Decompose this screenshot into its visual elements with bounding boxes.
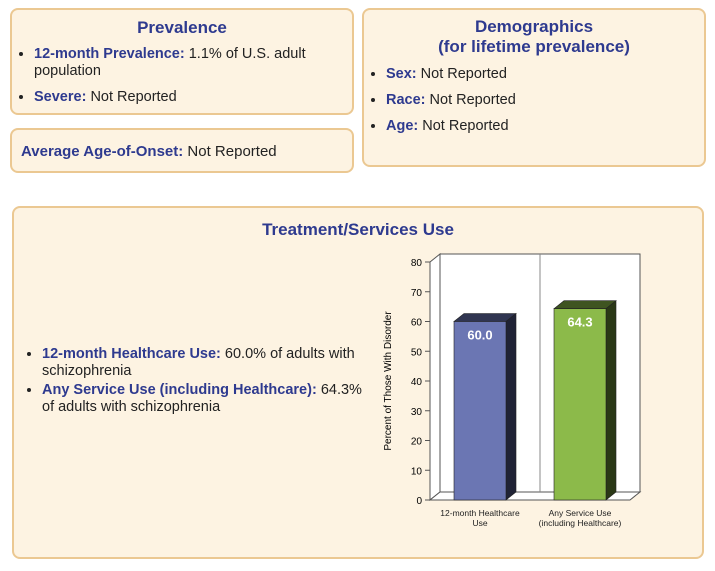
x-tick-label: 12-month Healthcare Use [440,508,520,528]
item-label: 12-month Healthcare Use: [42,346,221,362]
bar-top [453,313,517,322]
panel-title: Treatment/Services Use [262,220,454,239]
y-tick-label: 20 [411,437,423,448]
list: 12-month Prevalence: 1.1% of U.S. adult … [12,46,352,106]
y-tick-label: 30 [411,407,423,418]
item-text: Not Reported [420,66,507,82]
item: 12-month Healthcare Use: 60.0% of adults… [42,346,362,380]
item: Any Service Use (including Healthcare): … [42,382,362,416]
bar-side [605,300,617,501]
y-tick-label: 70 [411,288,423,299]
item-label: Any Service Use (including Healthcare): [42,382,317,398]
demographics-panel: Demographics (for lifetime prevalence) S… [362,8,706,167]
item-label: Race: [386,92,426,108]
y-tick-label: 80 [411,258,423,269]
item-text: Not Reported [422,118,509,134]
x-label-box: 12-month Healthcare Use [440,508,520,528]
item-label: Average Age-of-Onset: [21,143,184,160]
age-panel: Average Age-of-Onset: Not Reported [10,128,354,173]
item-text: Not Reported [90,89,177,105]
item-text: 60.0% of adults with schizophrenia [42,346,355,379]
y-axis-label: Percent of Those With Disorder [383,311,394,451]
list: Sex: Not Reported Race: Not Reported Age… [364,66,704,135]
y-tick-label: 60 [411,318,423,329]
y-tick-label: 10 [411,466,423,477]
item-text: Not Reported [429,92,516,108]
item-text: 64.3% of adults with schizophrenia [42,382,362,415]
value-label: 60.0 [467,328,492,343]
item-label: Severe: [34,89,87,105]
y-tick-label: 40 [411,377,423,388]
bar-side [505,312,517,501]
side-wall [429,252,441,502]
item-label: 12-month Prevalence: [34,46,185,62]
item: 12-month Prevalence: 1.1% of U.S. adult … [34,46,352,80]
bar-top [553,300,617,310]
list: 12-month Healthcare Use: 60.0% of adults… [20,346,362,425]
y-tick-label: 0 [416,496,422,507]
item-text: Not Reported [187,143,277,160]
panel-title: Demographics [474,17,594,36]
item-label: Age: [386,118,419,134]
panel-subtitle: (for lifetime prevalence) [438,37,630,56]
panel-title: Prevalence [137,18,227,37]
item-label: Sex: [386,66,417,82]
value-label: 64.3 [567,315,592,330]
bar [453,321,507,501]
item: Sex: Not Reported [386,66,704,83]
item: Severe: Not Reported [34,89,352,106]
item: Age: Not Reported [386,118,704,135]
prevalence-panel: Prevalence 12-month Prevalence: 1.1% of … [10,8,354,115]
y-tick-label: 50 [411,347,423,358]
bar [553,308,607,501]
x-tick-label: Any Service Use (including Healthcare) [538,508,622,528]
x-label-box: Any Service Use (including Healthcare) [538,508,622,528]
item-text: 1.1% of U.S. adult population [34,46,306,79]
item: Race: Not Reported [386,92,704,109]
